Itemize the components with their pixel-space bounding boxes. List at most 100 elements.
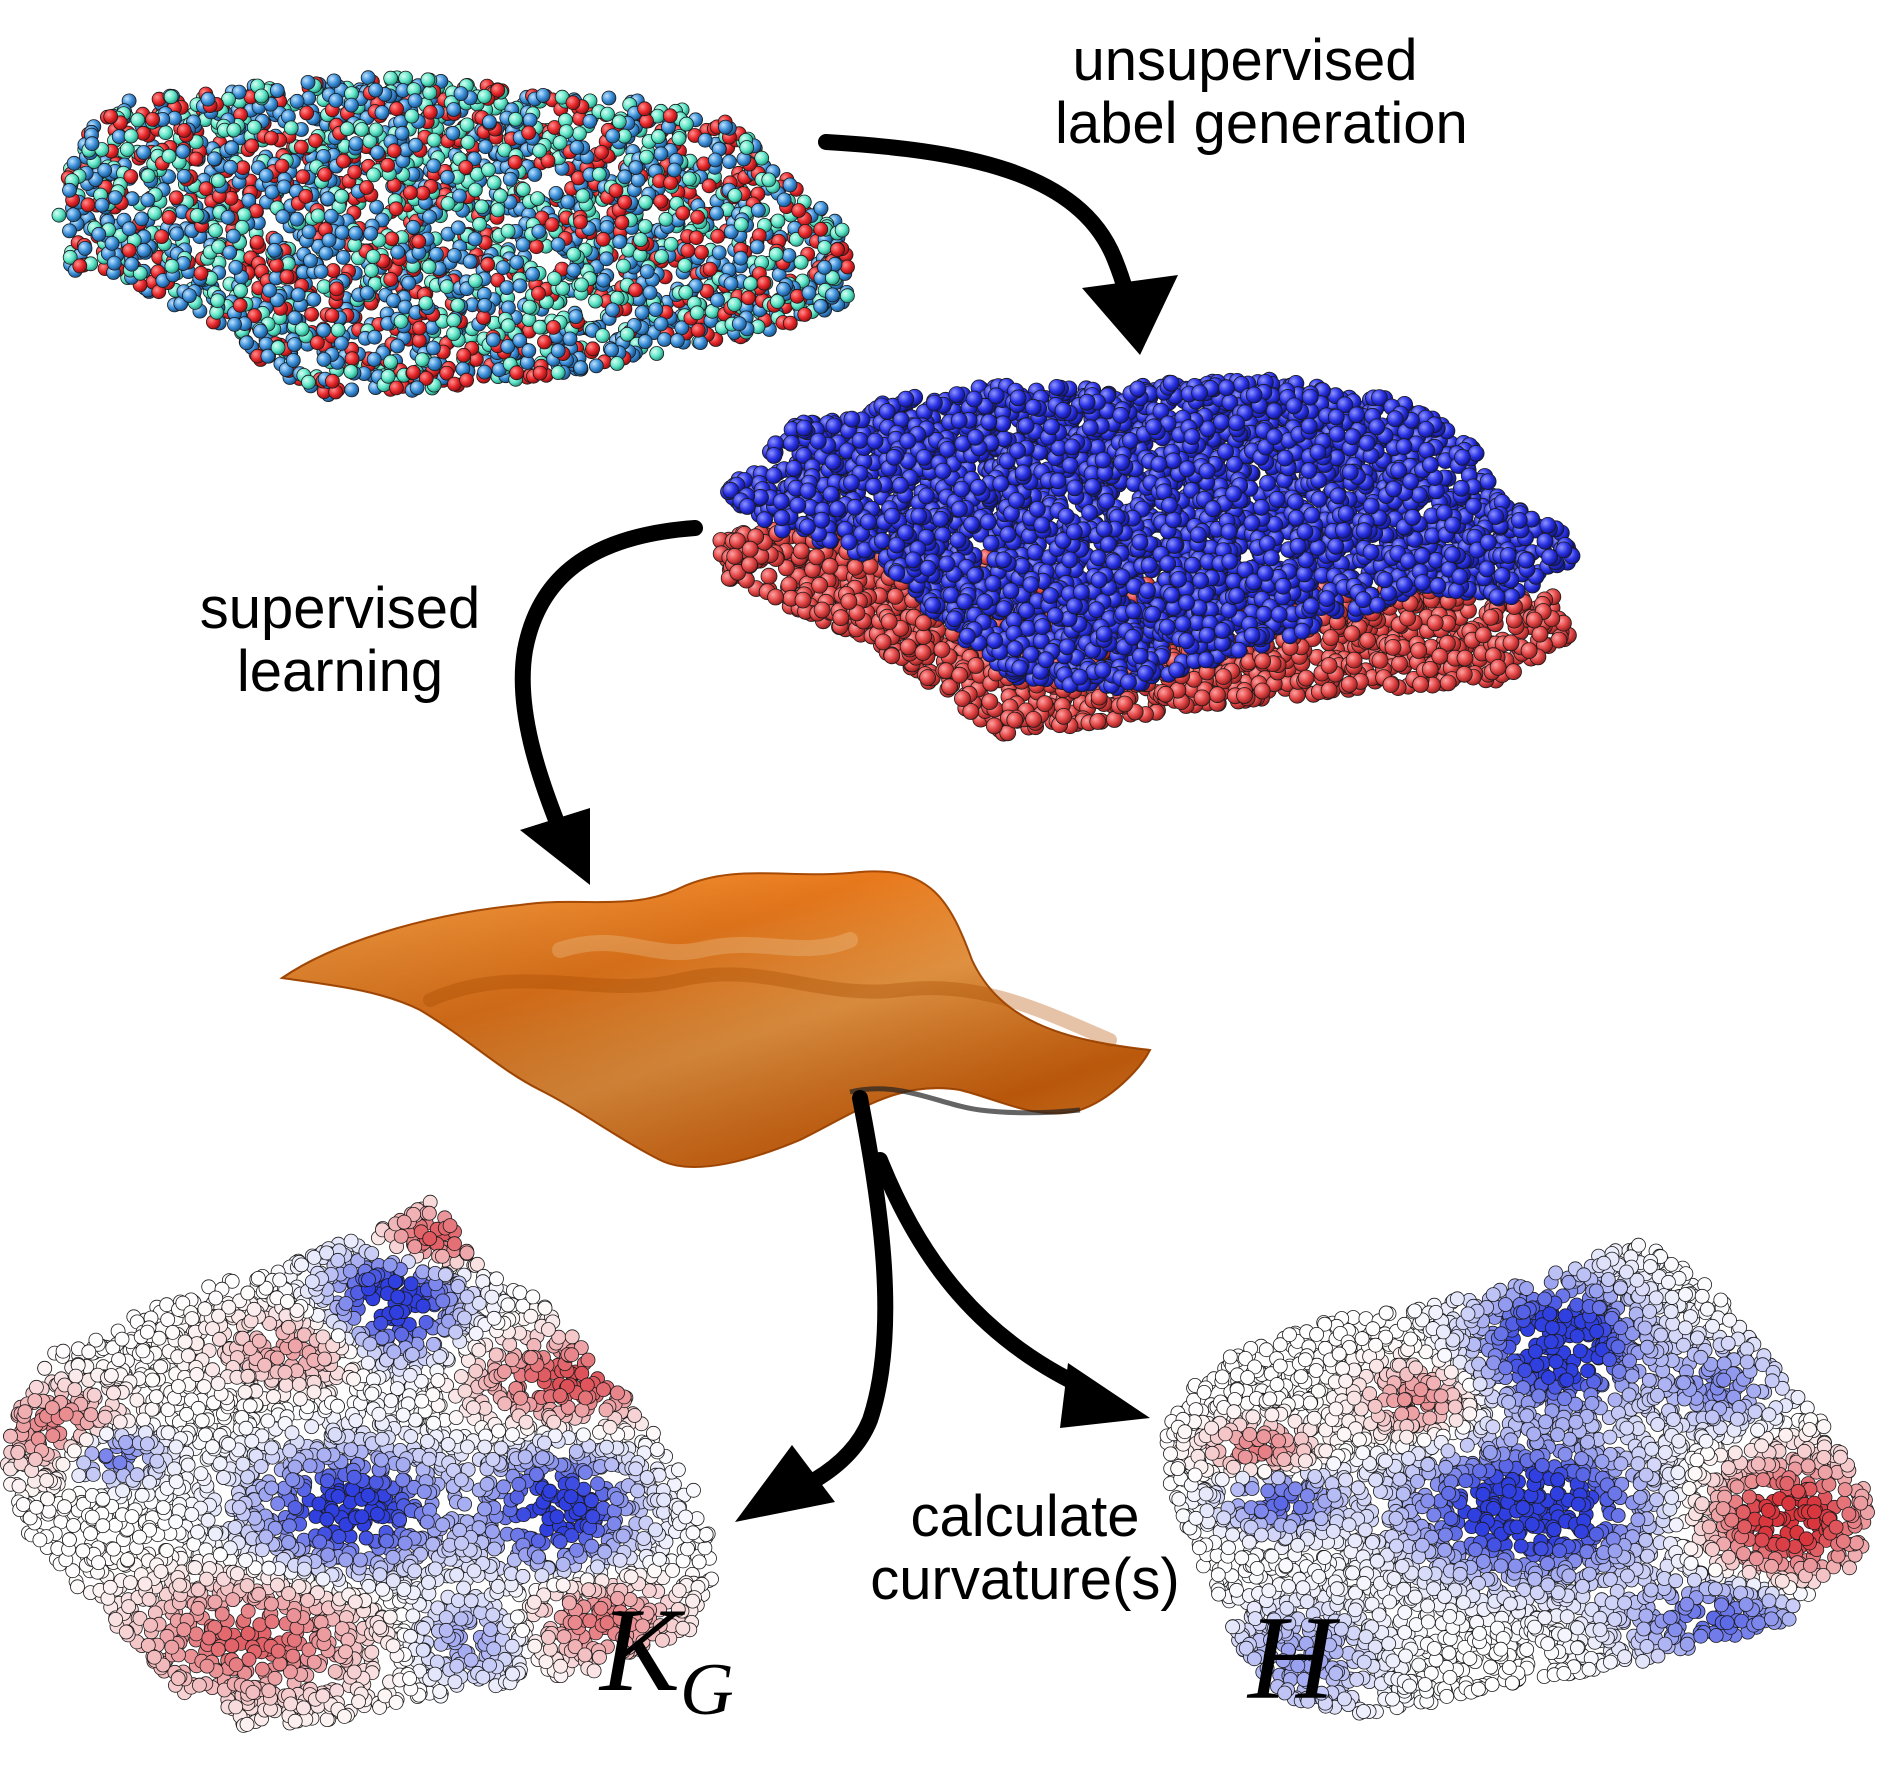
lipid-particle (697, 132, 713, 148)
membrane-leaflet-labels (712, 371, 1581, 742)
lower-leaflet-particle (760, 567, 778, 585)
lipid-particle (66, 155, 82, 171)
lipid-particle (119, 142, 135, 157)
lipid-particle (509, 365, 525, 381)
lipid-particle (453, 86, 469, 101)
lipid-particle (531, 224, 547, 239)
lipid-particle (276, 179, 292, 195)
lipid-particle (485, 332, 501, 348)
lipid-particle (548, 185, 564, 201)
lipid-particle (446, 102, 462, 117)
lipid-particle (301, 374, 316, 390)
lipid-particle (797, 307, 813, 322)
lipid-particle (617, 169, 633, 185)
lipid-particle (206, 151, 222, 167)
lipid-particle (415, 185, 431, 201)
lower-leaflet-particle (1455, 665, 1473, 683)
lipid-particle (364, 263, 379, 278)
lipid-particle (348, 225, 364, 241)
lipid-particle (458, 159, 474, 175)
lipid-particle (582, 113, 598, 129)
lipid-particle (500, 223, 516, 239)
lipid-particle (675, 205, 691, 221)
lipid-particle (566, 262, 582, 278)
lipid-particle (568, 309, 584, 325)
lipid-particle (446, 326, 462, 342)
lipid-particle (300, 75, 316, 90)
lipid-particle (106, 255, 122, 271)
lipid-particle (369, 145, 385, 160)
lower-leaflet-particle (1157, 685, 1174, 703)
lipid-particle (401, 275, 417, 291)
lower-leaflet-particle (1343, 625, 1361, 643)
lipid-particle (232, 297, 248, 313)
lipid-particle (596, 272, 611, 288)
lower-leaflet-particle (1055, 708, 1073, 725)
lipid-particle (421, 259, 437, 275)
lipid-particle (135, 125, 151, 141)
lipid-particle (359, 180, 375, 195)
lipid-particle (749, 239, 765, 255)
lipid-particle (532, 143, 547, 159)
lipid-particle (575, 188, 591, 204)
lipid-particle (348, 136, 364, 152)
lipid-particle (359, 285, 375, 301)
lower-leaflet-particle (1474, 626, 1492, 644)
lipid-particle (525, 266, 540, 282)
lipid-particle (252, 323, 268, 339)
lipid-particle (267, 242, 282, 258)
lipid-particle (595, 231, 611, 247)
lipid-particle (478, 139, 493, 155)
lipid-particle (270, 340, 286, 356)
lipid-particle (690, 322, 706, 338)
lipid-particle (343, 364, 359, 380)
lipid-particle (474, 199, 490, 215)
lipid-particle (422, 85, 438, 101)
lower-leaflet-particle (821, 557, 839, 575)
lipid-particle (467, 273, 483, 289)
lipid-particle (495, 260, 511, 276)
lower-leaflet-particle (1236, 687, 1253, 704)
lipid-particle (612, 234, 628, 250)
lower-leaflet-particle (1431, 647, 1449, 665)
lipid-particle (651, 129, 666, 145)
lipid-particle (235, 160, 251, 176)
lipid-particle (380, 157, 396, 173)
lower-leaflet-particle (1116, 695, 1134, 713)
lipid-particle (365, 249, 381, 265)
lower-leaflet-particle (919, 669, 936, 686)
lipid-particle (562, 331, 578, 347)
lipid-particle (830, 242, 845, 258)
lipid-particle (176, 168, 192, 184)
lipid-particle (531, 285, 546, 301)
lipid-particle (633, 232, 648, 248)
lipid-particle (308, 133, 323, 149)
lipid-particle (94, 197, 110, 213)
lipid-particle (572, 126, 587, 142)
lipid-particle (168, 190, 184, 206)
lower-leaflet-particle (981, 693, 999, 710)
lipid-particle (368, 82, 384, 98)
lipid-particle (529, 239, 544, 255)
lipid-particle (459, 117, 475, 133)
lower-leaflet-particle (874, 633, 892, 651)
lipid-particle (383, 70, 399, 86)
lipid-particle (175, 144, 191, 159)
lower-leaflet-particle (1193, 689, 1211, 707)
lipid-particle (445, 125, 461, 141)
lower-leaflet-particle (840, 593, 858, 610)
lipid-particle (324, 308, 340, 323)
lipid-particle (244, 138, 260, 154)
lipid-particle (825, 287, 840, 303)
lipid-particle (550, 343, 566, 359)
lipid-particle (386, 143, 402, 159)
lipid-particle (605, 128, 621, 144)
lipid-particle (637, 101, 652, 117)
lipid-particle (657, 332, 672, 347)
lipid-particle (628, 160, 644, 176)
lipid-particle (161, 209, 177, 225)
lipid-particle (326, 73, 342, 89)
lipid-particle (198, 181, 214, 197)
lower-leaflet-particle (1550, 631, 1568, 649)
